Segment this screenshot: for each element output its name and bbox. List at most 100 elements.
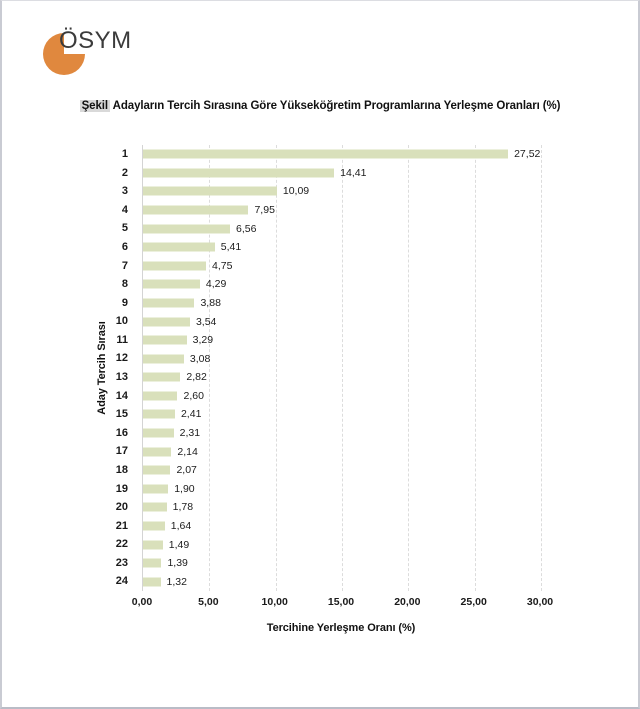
- category-label: 9: [121, 296, 128, 309]
- category-label: 21: [115, 519, 128, 532]
- category-label: 3: [121, 185, 128, 198]
- bar: [143, 224, 231, 234]
- category-label: 18: [115, 463, 128, 476]
- bar-row: 7,95: [143, 201, 541, 220]
- bar: [143, 354, 184, 364]
- bar: [143, 335, 187, 345]
- bar-row: 5,41: [143, 238, 541, 257]
- gridline: [342, 145, 343, 591]
- category-label: 1: [121, 148, 128, 160]
- bar: [143, 391, 178, 401]
- category-label: 19: [115, 482, 128, 495]
- value-label: 1,49: [168, 538, 190, 551]
- osym-logo-icon: [43, 33, 85, 75]
- y-axis-category-labels: 1 2 3 4 5 6 7 8 9 10 11 12 13 14 15 16 17 18 19 20 21 22 23 24: [98, 145, 130, 591]
- category-label: 14: [115, 389, 128, 402]
- bar-row: 3,08: [143, 349, 541, 368]
- bar-row: 6,56: [143, 219, 541, 238]
- bar: [143, 502, 167, 512]
- bar: [143, 558, 162, 568]
- category-label: 12: [115, 352, 128, 365]
- y-axis-title: Aday Tercih Sırası: [96, 321, 108, 415]
- gridline: [275, 145, 277, 591]
- x-axis-tick-label: 20,00: [394, 596, 421, 608]
- plot-area: 27,52 14,41 10,09 7,95 6,56 5,41 4,75 4,29 3,88 3…: [142, 145, 542, 591]
- value-label: 1,90: [174, 482, 195, 495]
- bar: [143, 317, 190, 327]
- value-label: 10,09: [282, 185, 310, 198]
- bar-row: 2,07: [143, 461, 541, 480]
- x-axis-tick-label: 10,00: [261, 596, 288, 608]
- bar: [143, 242, 215, 252]
- bar: [143, 149, 509, 159]
- bar-row: 2,14: [143, 442, 541, 461]
- x-axis-tick-label: 30,00: [526, 596, 554, 608]
- bar-row: 2,60: [143, 387, 541, 406]
- bar: [143, 521, 165, 531]
- x-axis-tick-labels: 0,00 5,00 10,00 15,00 20,00 25,00 30,00: [132, 596, 553, 610]
- bar: [143, 261, 207, 271]
- bar: [143, 279, 200, 289]
- bar-row: 14,41: [143, 164, 541, 183]
- category-label: 22: [115, 538, 128, 551]
- category-label: 7: [121, 259, 128, 272]
- figure-title-text: Adayların Tercih Sırasına Göre Yükseköğr…: [112, 100, 561, 112]
- figure-title-highlight: Şekil: [79, 100, 110, 112]
- value-label: 4,75: [212, 259, 233, 272]
- x-axis-tick-label: 25,00: [460, 596, 487, 608]
- gridline: [408, 145, 410, 591]
- category-label: 20: [115, 501, 128, 514]
- category-label: 10: [115, 315, 128, 328]
- bar-row: 1,90: [143, 480, 541, 499]
- bar-row: 3,88: [143, 294, 541, 313]
- gridline: [541, 145, 542, 591]
- value-label: 1,32: [166, 575, 187, 588]
- bar-row: 2,41: [143, 405, 541, 424]
- value-label: 2,14: [177, 445, 198, 458]
- category-label: 5: [121, 222, 128, 235]
- value-label: 2,82: [186, 371, 207, 384]
- bar: [143, 205, 249, 215]
- bar-row: 2,82: [143, 368, 541, 387]
- value-label: 2,60: [183, 389, 204, 402]
- figure-title: Şekil Adayların Tercih Sırasına Göre Yük…: [2, 100, 638, 112]
- gridline: [209, 145, 211, 591]
- value-label: 3,88: [200, 296, 221, 309]
- bar-row: 4,29: [143, 275, 541, 294]
- x-axis-tick-label: 0,00: [131, 596, 153, 608]
- bar-row: 1,49: [143, 535, 541, 554]
- x-axis-title: Tercihine Yerleşme Oranı (%): [266, 622, 416, 634]
- value-label: 5,41: [220, 241, 242, 254]
- value-label: 4,29: [205, 278, 227, 291]
- category-label: 13: [115, 371, 128, 383]
- value-label: 27,52: [514, 148, 541, 161]
- value-label: 7,95: [254, 204, 275, 217]
- bar-row: 1,32: [143, 572, 541, 591]
- bar-row: 1,64: [143, 517, 541, 536]
- bar-row: 27,52: [143, 145, 541, 164]
- bar: [143, 577, 161, 587]
- bar-row: 2,31: [143, 424, 541, 443]
- category-label: 24: [115, 575, 128, 588]
- bar-row: 10,09: [143, 182, 541, 201]
- bar-row: 3,54: [143, 312, 541, 331]
- bar: [143, 447, 172, 457]
- category-label: 17: [115, 445, 128, 458]
- bar-row: 4,75: [143, 257, 541, 276]
- gridline: [474, 145, 476, 591]
- category-label: 23: [115, 556, 128, 569]
- value-label: 1,78: [172, 501, 194, 514]
- bar: [143, 298, 195, 308]
- value-label: 6,56: [236, 222, 257, 235]
- bar: [143, 409, 175, 419]
- category-label: 11: [116, 333, 128, 346]
- value-label: 1,64: [170, 519, 192, 532]
- value-label: 2,31: [179, 427, 201, 440]
- osym-logo-text: ÖSYM: [59, 27, 132, 54]
- category-label: 4: [121, 203, 128, 216]
- bar-row: 1,39: [143, 554, 541, 573]
- x-axis-tick-label: 5,00: [198, 596, 219, 608]
- x-axis-tick-label: 15,00: [327, 596, 355, 608]
- value-label: 3,54: [195, 315, 217, 328]
